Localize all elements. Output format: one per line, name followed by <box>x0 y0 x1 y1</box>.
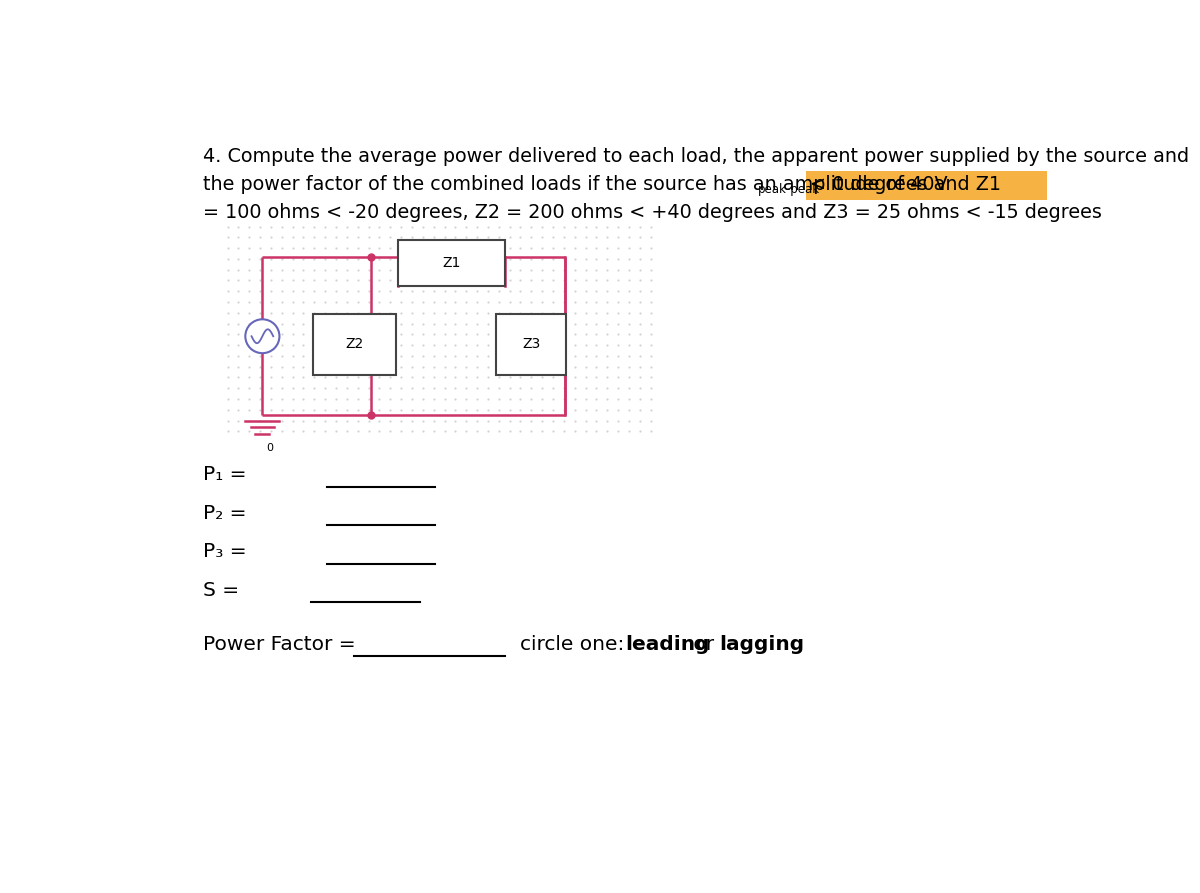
Text: 0: 0 <box>266 443 274 453</box>
Text: = 100 ohms < -20 degrees, Z2 = 200 ohms < +40 degrees and Z3 = 25 ohms < -15 deg: = 100 ohms < -20 degrees, Z2 = 200 ohms … <box>203 203 1102 221</box>
Text: Z3: Z3 <box>522 338 540 351</box>
Text: Z2: Z2 <box>346 338 364 351</box>
Text: P₂ =: P₂ = <box>203 504 246 523</box>
Text: or: or <box>688 635 720 654</box>
Text: Power Factor =: Power Factor = <box>203 635 355 654</box>
Bar <box>313 313 396 375</box>
Text: P₃ =: P₃ = <box>203 542 246 562</box>
Text: P₁ =: P₁ = <box>203 465 246 485</box>
Text: the power factor of the combined loads if the source has an amplitude of 40V: the power factor of the combined loads i… <box>203 175 947 194</box>
Text: peak-peak: peak-peak <box>757 183 820 196</box>
Text: Z1: Z1 <box>443 255 461 270</box>
Text: lagging: lagging <box>720 635 805 654</box>
Text: < 0 degrees and Z1: < 0 degrees and Z1 <box>810 175 1001 194</box>
Text: circle one:: circle one: <box>521 635 631 654</box>
Bar <box>497 313 566 375</box>
Text: 4. Compute the average power delivered to each load, the apparent power supplied: 4. Compute the average power delivered t… <box>203 147 1189 166</box>
Circle shape <box>245 320 280 353</box>
Bar <box>398 239 505 286</box>
Text: leading: leading <box>625 635 709 654</box>
Text: S =: S = <box>203 581 239 600</box>
Bar <box>806 171 1046 200</box>
